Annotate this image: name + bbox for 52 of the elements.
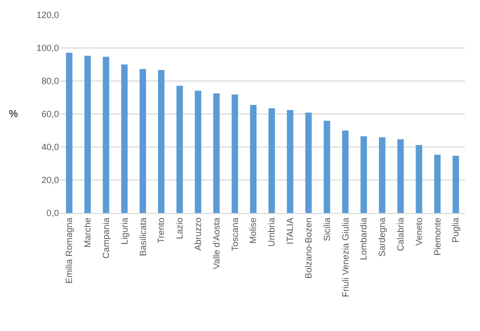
x-tick-label: Lombardia [358,218,369,260]
y-tick-label: 100,0 [36,43,59,54]
bar [452,156,460,213]
y-axis-title: % [9,109,18,120]
bar [397,139,404,213]
x-tick-label: Marche [82,218,93,248]
y-tick-label: 120,0 [36,10,59,20]
bar [434,154,441,213]
x-tick-label: Molise [248,218,258,244]
x-tick-label: Basilicata [138,218,148,256]
x-tick-label: Bolzano-Bozen [303,218,314,279]
x-tick-label: Campania [100,218,111,259]
bar [66,52,72,213]
bar [305,112,312,213]
bar [250,104,257,213]
bar [360,136,367,213]
x-tick-label: Emilia Romagna [64,218,74,284]
x-tick-label: Sicilia [322,218,332,242]
y-tick-label: 60,0 [41,109,59,120]
x-tick-label: Veneto [414,218,424,246]
x-tick-label: Toscana [230,218,240,252]
x-tick-label: Puglia [450,218,461,243]
bar [140,68,146,213]
x-tick-label: Trento [156,218,166,244]
bar [176,86,183,213]
bar [194,90,202,213]
bar [416,145,422,213]
bar [342,130,349,213]
bar [324,120,330,213]
bar [121,64,128,213]
x-tick-label: Calabria [395,218,406,252]
x-tick-label: Lazio [174,218,185,240]
bar [286,110,294,213]
x-tick-label: Valle d'Aosta [211,218,222,270]
y-tick-label: 0,0 [46,208,59,218]
x-tick-label: Abruzzo [192,218,203,251]
bar [102,56,110,213]
bar [378,137,386,213]
y-tick-label: 20,0 [41,175,59,186]
x-tick-label: Liguria [119,218,130,245]
x-tick-label: ITALIA [285,218,296,244]
x-tick-label: Sardegna [377,218,388,257]
bar [213,93,220,213]
bar [84,56,91,213]
bar [232,94,238,213]
bar [268,108,275,213]
x-tick-label: Piemonte [432,218,442,256]
y-tick-label: 40,0 [41,142,59,152]
bar [158,70,164,213]
x-tick-label: Friuli Venezia Giulia [340,218,350,298]
x-tick-label: Umbria [266,218,277,247]
y-tick-label: 80,0 [41,76,59,86]
